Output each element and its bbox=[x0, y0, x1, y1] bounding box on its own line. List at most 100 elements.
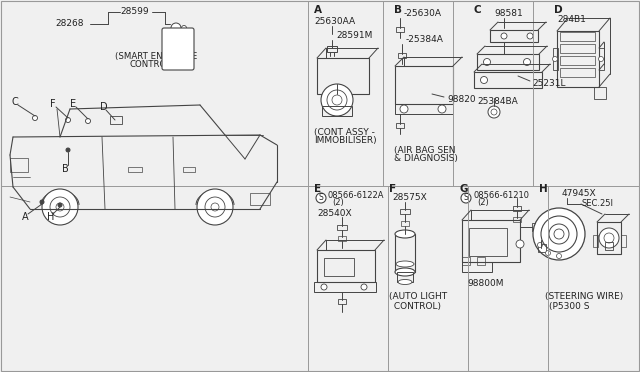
Text: B: B bbox=[62, 164, 68, 174]
Circle shape bbox=[438, 105, 446, 113]
Bar bbox=[557, 31, 599, 87]
Circle shape bbox=[541, 216, 577, 252]
Circle shape bbox=[481, 77, 488, 83]
Circle shape bbox=[533, 208, 585, 260]
Text: S: S bbox=[319, 193, 323, 202]
Circle shape bbox=[321, 284, 327, 290]
Bar bbox=[513, 206, 521, 211]
Circle shape bbox=[33, 116, 37, 120]
Bar bbox=[400, 209, 410, 214]
Circle shape bbox=[42, 189, 78, 225]
Text: G: G bbox=[459, 184, 467, 194]
Text: F: F bbox=[50, 99, 56, 109]
Text: 98581: 98581 bbox=[494, 10, 523, 19]
Bar bbox=[469, 228, 507, 256]
Text: 28599: 28599 bbox=[120, 7, 148, 16]
Circle shape bbox=[58, 203, 62, 207]
Circle shape bbox=[205, 197, 225, 217]
Circle shape bbox=[33, 115, 38, 121]
Circle shape bbox=[327, 90, 347, 110]
Circle shape bbox=[182, 26, 186, 31]
Bar bbox=[462, 262, 492, 272]
Text: 284B1: 284B1 bbox=[557, 16, 586, 25]
Bar bbox=[597, 222, 621, 254]
Bar bbox=[474, 72, 542, 88]
Bar bbox=[338, 236, 346, 241]
Bar bbox=[477, 257, 485, 265]
Text: 28575X: 28575X bbox=[392, 192, 427, 202]
Text: S: S bbox=[463, 193, 468, 202]
Circle shape bbox=[483, 58, 490, 65]
Bar bbox=[401, 221, 409, 226]
Bar bbox=[396, 123, 404, 128]
Text: D: D bbox=[100, 102, 108, 112]
Text: A: A bbox=[22, 212, 29, 222]
Circle shape bbox=[538, 243, 543, 247]
Bar bbox=[462, 220, 520, 262]
Bar bbox=[324, 258, 354, 276]
Text: (AUTO LIGHT: (AUTO LIGHT bbox=[389, 292, 447, 301]
Bar bbox=[553, 48, 558, 70]
Text: B: B bbox=[394, 5, 402, 15]
Bar bbox=[605, 242, 613, 250]
Text: C: C bbox=[474, 5, 482, 15]
Ellipse shape bbox=[395, 268, 415, 276]
Text: (CONT ASSY -: (CONT ASSY - bbox=[314, 128, 375, 137]
Bar bbox=[338, 299, 346, 304]
Bar bbox=[128, 167, 142, 172]
Bar bbox=[560, 68, 595, 77]
Bar bbox=[593, 235, 598, 247]
Text: (STEERING WIRE): (STEERING WIRE) bbox=[545, 292, 623, 301]
Text: (2): (2) bbox=[332, 199, 344, 208]
Text: (P5300 S: (P5300 S bbox=[549, 301, 589, 311]
Circle shape bbox=[488, 106, 500, 118]
Text: & DIAGNOSIS): & DIAGNOSIS) bbox=[394, 154, 458, 164]
Text: (2): (2) bbox=[477, 199, 489, 208]
Circle shape bbox=[516, 240, 524, 248]
Circle shape bbox=[491, 109, 497, 115]
Circle shape bbox=[56, 203, 64, 211]
Circle shape bbox=[524, 58, 531, 65]
Text: E: E bbox=[314, 184, 321, 194]
Bar bbox=[532, 223, 540, 231]
Bar bbox=[395, 66, 453, 104]
Bar bbox=[395, 234, 415, 272]
Circle shape bbox=[184, 61, 191, 67]
Circle shape bbox=[211, 203, 219, 211]
Ellipse shape bbox=[168, 52, 188, 60]
Circle shape bbox=[400, 105, 408, 113]
Bar bbox=[317, 58, 369, 94]
Bar bbox=[490, 30, 538, 42]
Bar bbox=[317, 250, 375, 282]
Circle shape bbox=[552, 57, 557, 61]
Bar bbox=[250, 193, 270, 205]
Text: IMMOBILISER): IMMOBILISER) bbox=[314, 137, 376, 145]
Bar bbox=[395, 104, 453, 114]
Text: A: A bbox=[314, 5, 322, 15]
Text: 28591M: 28591M bbox=[336, 32, 372, 41]
Text: E: E bbox=[70, 99, 76, 109]
Bar bbox=[314, 282, 376, 292]
Bar bbox=[396, 27, 404, 32]
Bar bbox=[538, 244, 546, 252]
Circle shape bbox=[361, 284, 367, 290]
Bar bbox=[183, 167, 195, 172]
Circle shape bbox=[332, 95, 342, 105]
Bar bbox=[513, 217, 521, 222]
Text: -25630A: -25630A bbox=[404, 10, 442, 19]
Circle shape bbox=[461, 193, 471, 203]
Text: CONTROL): CONTROL) bbox=[130, 61, 175, 70]
Circle shape bbox=[316, 193, 326, 203]
Circle shape bbox=[86, 119, 90, 124]
Text: CONTROL): CONTROL) bbox=[391, 301, 441, 311]
Bar bbox=[322, 106, 352, 116]
Ellipse shape bbox=[398, 279, 412, 285]
Circle shape bbox=[599, 228, 619, 248]
Circle shape bbox=[554, 229, 564, 239]
Text: 25630AA: 25630AA bbox=[314, 17, 355, 26]
Bar bbox=[398, 53, 406, 58]
Ellipse shape bbox=[395, 230, 415, 238]
Text: C: C bbox=[12, 97, 19, 107]
Circle shape bbox=[197, 189, 233, 225]
Text: 98820: 98820 bbox=[447, 96, 476, 105]
